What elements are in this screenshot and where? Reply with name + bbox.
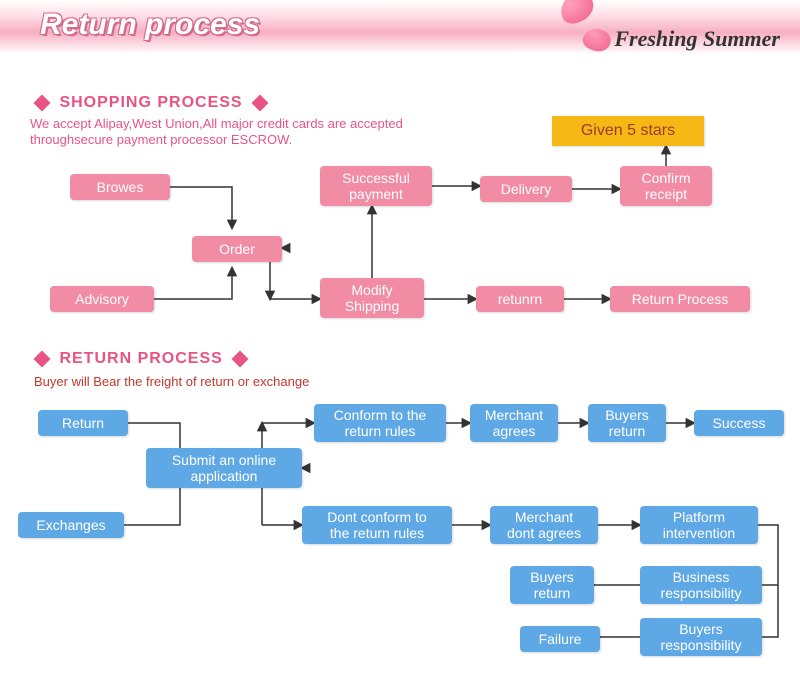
node-success: Success <box>694 410 784 436</box>
diamond-icon <box>232 350 249 367</box>
banner: Return process Freshing Summer <box>0 0 800 54</box>
petal-icon <box>580 24 614 56</box>
diamond-icon <box>34 350 51 367</box>
section1-header: SHOPPING PROCESS <box>30 94 272 112</box>
node-submit: Submit an online application <box>146 448 302 488</box>
section1-header-text: SHOPPING PROCESS <box>59 94 242 111</box>
node-retunrn: retunrn <box>476 286 564 312</box>
section1-subtext: We accept Alipay,West Union,All major cr… <box>30 116 403 148</box>
node-delivery: Delivery <box>480 176 572 202</box>
node-stars: Given 5 stars <box>552 116 704 146</box>
section2-header: RETURN PROCESS <box>30 350 252 368</box>
node-succpay: Successful payment <box>320 166 432 206</box>
node-platint: Platform intervention <box>640 506 758 544</box>
section2-header-text: RETURN PROCESS <box>59 350 222 367</box>
banner-tagline: Freshing Summer <box>614 26 780 52</box>
node-confirm: Confirm receipt <box>620 166 712 206</box>
diamond-icon <box>34 94 51 111</box>
banner-title: Return process <box>40 8 260 42</box>
node-order: Order <box>192 236 282 262</box>
node-noconf: Dont conform to the return rules <box>302 506 452 544</box>
node-buyresp: Buyers responsibility <box>640 618 762 656</box>
node-retproc: Return Process <box>610 286 750 312</box>
node-failure: Failure <box>520 626 600 652</box>
node-bret1: Buyers return <box>588 404 666 442</box>
node-advisory: Advisory <box>50 286 154 312</box>
node-return: Return <box>38 410 128 436</box>
petal-icon <box>556 0 598 27</box>
node-magree: Merchant agrees <box>470 404 558 442</box>
node-conform: Conform to the return rules <box>314 404 446 442</box>
diagram-canvas: SHOPPING PROCESS We accept Alipay,West U… <box>0 54 800 679</box>
node-exch: Exchanges <box>18 512 124 538</box>
diamond-icon <box>252 94 269 111</box>
node-bizresp: Business responsibility <box>640 566 762 604</box>
node-mdisag: Merchant dont agrees <box>490 506 598 544</box>
node-browes: Browes <box>70 174 170 200</box>
node-bret2: Buyers return <box>510 566 594 604</box>
section2-subtext: Buyer will Bear the freight of return or… <box>34 374 309 389</box>
node-modship: Modify Shipping <box>320 278 424 318</box>
